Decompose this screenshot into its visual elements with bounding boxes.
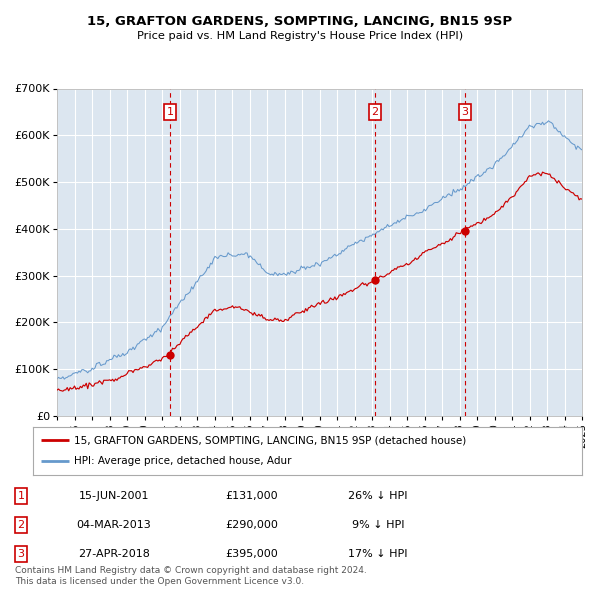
Text: 1: 1 [166,107,173,117]
Text: 27-APR-2018: 27-APR-2018 [78,549,150,559]
Text: 3: 3 [17,549,25,559]
Text: 3: 3 [461,107,469,117]
Text: Contains HM Land Registry data © Crown copyright and database right 2024.
This d: Contains HM Land Registry data © Crown c… [15,566,367,585]
Text: 04-MAR-2013: 04-MAR-2013 [77,520,151,530]
Text: 17% ↓ HPI: 17% ↓ HPI [348,549,408,559]
Text: 26% ↓ HPI: 26% ↓ HPI [348,491,408,501]
Text: 9% ↓ HPI: 9% ↓ HPI [352,520,404,530]
Text: £131,000: £131,000 [226,491,278,501]
Text: HPI: Average price, detached house, Adur: HPI: Average price, detached house, Adur [74,457,292,467]
Text: 15, GRAFTON GARDENS, SOMPTING, LANCING, BN15 9SP: 15, GRAFTON GARDENS, SOMPTING, LANCING, … [88,15,512,28]
Text: 15, GRAFTON GARDENS, SOMPTING, LANCING, BN15 9SP (detached house): 15, GRAFTON GARDENS, SOMPTING, LANCING, … [74,435,466,445]
Text: 2: 2 [17,520,25,530]
Text: 1: 1 [17,491,25,501]
Text: £290,000: £290,000 [226,520,278,530]
Text: £395,000: £395,000 [226,549,278,559]
Text: 15-JUN-2001: 15-JUN-2001 [79,491,149,501]
Text: Price paid vs. HM Land Registry's House Price Index (HPI): Price paid vs. HM Land Registry's House … [137,31,463,41]
Text: 2: 2 [371,107,379,117]
